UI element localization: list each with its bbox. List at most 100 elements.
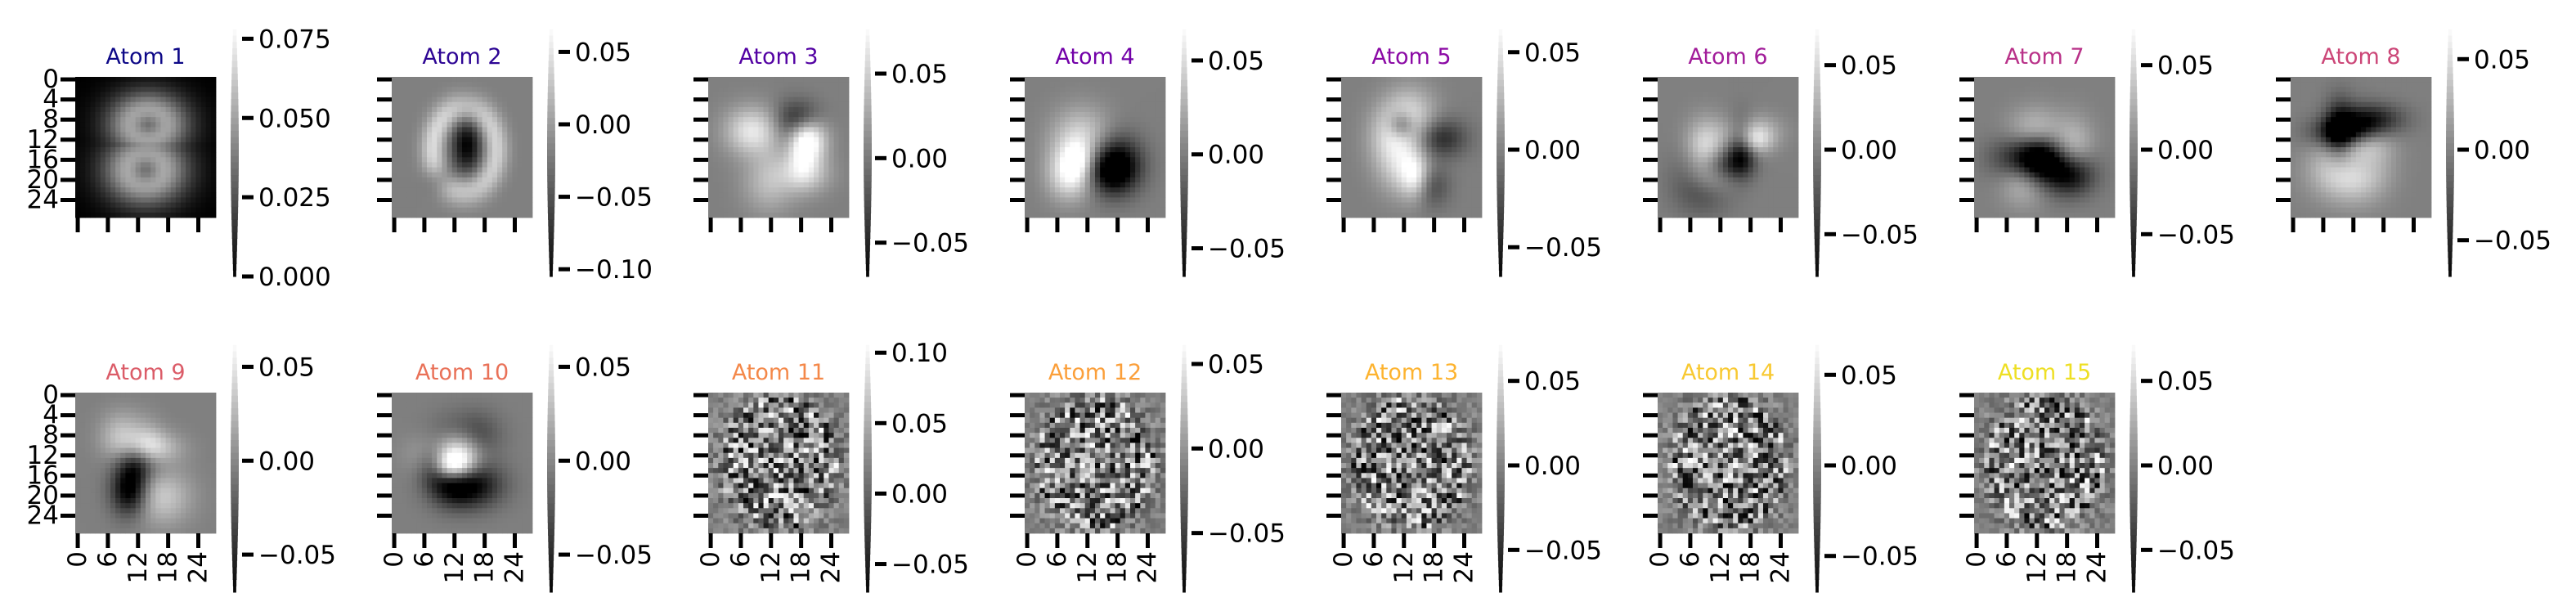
- heatmap-cell: [517, 177, 523, 183]
- y-tick-mark: [61, 117, 75, 122]
- heatmap-cell: [512, 157, 518, 163]
- heatmap-cell: [110, 127, 116, 133]
- heatmap-cell: [1426, 157, 1432, 163]
- heatmap-cell: [1025, 117, 1030, 123]
- heatmap-cell: [90, 197, 96, 203]
- heatmap-cell: [477, 167, 482, 173]
- heatmap-cell: [1757, 142, 1764, 148]
- heatmap-cell: [1693, 137, 1699, 143]
- heatmap-cell: [522, 112, 528, 118]
- heatmap-cell: [723, 187, 729, 193]
- heatmap-cell: [824, 162, 829, 168]
- heatmap-cell: [1025, 77, 1030, 83]
- heatmap-cell: [1060, 127, 1066, 133]
- heatmap-cell: [75, 152, 81, 158]
- heatmap-cell: [718, 162, 724, 168]
- heatmap-cell: [1667, 127, 1673, 133]
- heatmap-cell: [1049, 152, 1056, 158]
- heatmap-cell: [838, 152, 845, 158]
- heatmap-cell: [467, 106, 473, 113]
- heatmap-cell: [432, 152, 438, 158]
- heatmap-cell: [723, 142, 729, 148]
- heatmap-cell: [1411, 77, 1417, 83]
- heatmap-cell: [713, 87, 719, 92]
- heatmap-cell: [462, 132, 468, 138]
- heatmap-cell: [456, 97, 463, 103]
- heatmap-cell: [1452, 177, 1457, 183]
- heatmap-cell: [1672, 117, 1678, 123]
- heatmap-cell: [1030, 132, 1035, 138]
- heatmap-cell: [210, 202, 217, 209]
- heatmap-cell: [723, 182, 729, 188]
- heatmap-cell: [1386, 77, 1392, 83]
- colorbar-segment: [232, 251, 237, 258]
- heatmap-cell: [200, 106, 207, 113]
- heatmap-cell: [1728, 187, 1734, 193]
- heatmap-cell: [1034, 87, 1040, 92]
- heatmap-cell: [738, 132, 744, 138]
- heatmap-cell: [1341, 117, 1347, 123]
- heatmap-cell: [150, 187, 156, 193]
- heatmap-cell: [527, 142, 533, 148]
- heatmap-cell: [1658, 157, 1663, 163]
- heatmap-cell: [527, 77, 533, 83]
- heatmap-cell: [165, 106, 172, 113]
- heatmap-cell: [1452, 167, 1457, 173]
- heatmap-cell: [456, 77, 463, 83]
- heatmap-cell: [718, 152, 724, 158]
- heatmap-cell: [1070, 177, 1075, 183]
- colorbar-segment: [1180, 118, 1188, 125]
- heatmap-cell: [1034, 117, 1040, 123]
- heatmap-cell: [824, 187, 829, 193]
- heatmap-cell: [75, 207, 81, 213]
- heatmap-cell: [130, 197, 137, 203]
- heatmap-cell: [527, 197, 533, 203]
- heatmap-cell: [90, 147, 96, 153]
- heatmap-cell: [467, 82, 473, 88]
- heatmap-cell: [472, 106, 478, 113]
- heatmap-cell: [1120, 202, 1126, 209]
- heatmap-cell: [1386, 117, 1392, 123]
- heatmap-cell: [115, 92, 121, 97]
- heatmap-cell: [146, 202, 151, 209]
- heatmap-cell: [1461, 132, 1467, 138]
- heatmap-cell: [115, 172, 121, 178]
- heatmap-cell: [1140, 106, 1146, 113]
- heatmap-cell: [170, 157, 177, 163]
- heatmap-cell: [808, 147, 815, 153]
- heatmap-cell: [1703, 82, 1708, 88]
- heatmap-cell: [1693, 106, 1699, 113]
- y-tick-mark: [1010, 77, 1025, 82]
- heatmap-cell: [1456, 101, 1462, 108]
- heatmap-cell: [1100, 187, 1106, 193]
- heatmap-cell: [1060, 202, 1066, 209]
- heatmap-cell: [175, 197, 182, 203]
- heatmap-cell: [843, 112, 850, 118]
- heatmap-cell: [733, 157, 739, 163]
- heatmap-cell: [186, 82, 191, 88]
- heatmap-cell: [517, 122, 523, 128]
- heatmap-cell: [477, 182, 482, 188]
- heatmap-cell: [1431, 162, 1438, 168]
- heatmap-cell: [1466, 97, 1473, 103]
- heatmap-cell: [773, 177, 779, 183]
- heatmap-cell: [1461, 152, 1467, 158]
- heatmap-cell: [472, 157, 478, 163]
- heatmap-cell: [838, 77, 845, 83]
- heatmap-cell: [1100, 97, 1106, 103]
- heatmap-cell: [819, 192, 824, 198]
- heatmap-cell: [1431, 187, 1438, 193]
- heatmap-cell: [763, 122, 770, 128]
- heatmap-cell: [833, 182, 840, 188]
- heatmap-cell: [1411, 132, 1417, 138]
- heatmap-cell: [527, 132, 533, 138]
- heatmap-cell: [1115, 122, 1121, 128]
- heatmap-cell: [1105, 101, 1111, 108]
- heatmap-cell: [733, 197, 739, 203]
- heatmap-cell: [1381, 142, 1387, 148]
- colorbar-segment: [864, 200, 872, 208]
- heatmap-cell: [1401, 172, 1407, 178]
- heatmap-cell: [723, 167, 729, 173]
- heatmap-cell: [1658, 172, 1663, 178]
- heatmap-cell: [1712, 92, 1719, 97]
